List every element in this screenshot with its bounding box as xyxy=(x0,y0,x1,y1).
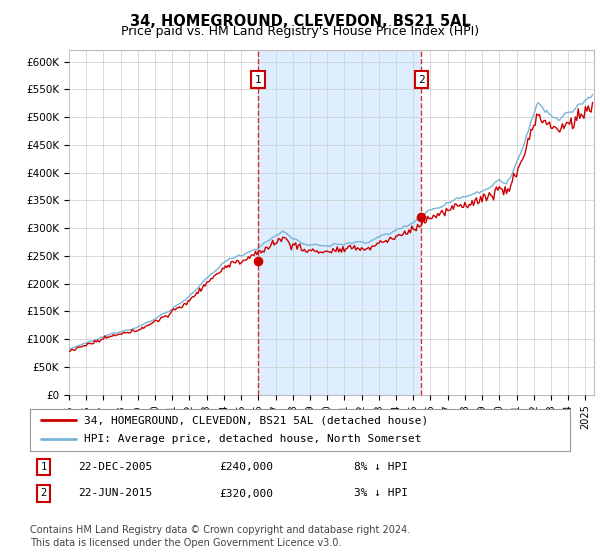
Text: Contains HM Land Registry data © Crown copyright and database right 2024.: Contains HM Land Registry data © Crown c… xyxy=(30,525,410,535)
Text: 34, HOMEGROUND, CLEVEDON, BS21 5AL (detached house): 34, HOMEGROUND, CLEVEDON, BS21 5AL (deta… xyxy=(84,415,428,425)
Text: 1: 1 xyxy=(254,74,261,85)
Text: Price paid vs. HM Land Registry's House Price Index (HPI): Price paid vs. HM Land Registry's House … xyxy=(121,25,479,38)
Text: 22-JUN-2015: 22-JUN-2015 xyxy=(79,488,153,498)
Text: HPI: Average price, detached house, North Somerset: HPI: Average price, detached house, Nort… xyxy=(84,435,421,445)
Text: 2: 2 xyxy=(40,488,47,498)
Text: This data is licensed under the Open Government Licence v3.0.: This data is licensed under the Open Gov… xyxy=(30,538,341,548)
Text: £320,000: £320,000 xyxy=(219,488,273,498)
Text: 22-DEC-2005: 22-DEC-2005 xyxy=(79,462,153,472)
Text: 1: 1 xyxy=(40,462,47,472)
Text: 8% ↓ HPI: 8% ↓ HPI xyxy=(354,462,408,472)
Text: 3% ↓ HPI: 3% ↓ HPI xyxy=(354,488,408,498)
Text: £240,000: £240,000 xyxy=(219,462,273,472)
Bar xyxy=(258,50,421,395)
Text: 2: 2 xyxy=(418,74,425,85)
Text: 34, HOMEGROUND, CLEVEDON, BS21 5AL: 34, HOMEGROUND, CLEVEDON, BS21 5AL xyxy=(130,14,470,29)
